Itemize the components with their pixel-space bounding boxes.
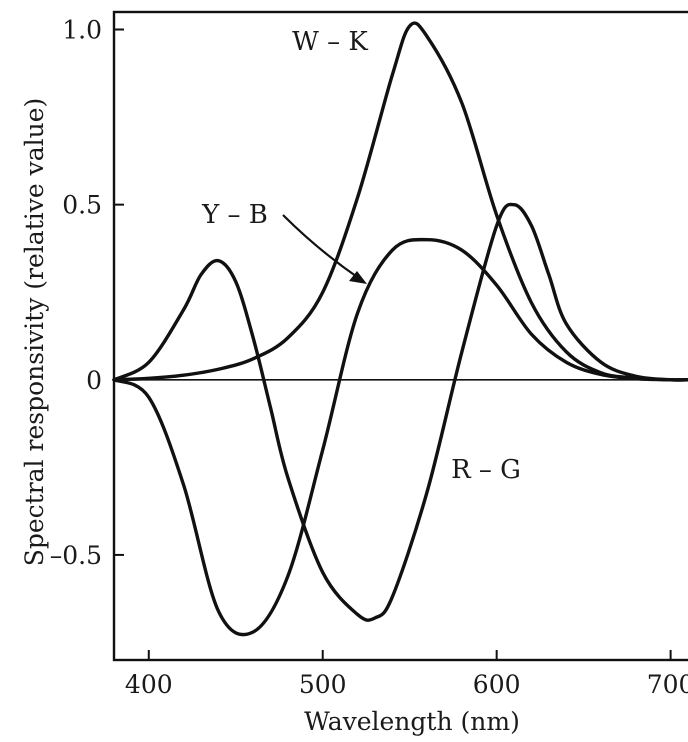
y-tick-label: 0.5	[62, 191, 102, 220]
y-axis-title: Spectral responsivity (relative value)	[20, 98, 49, 567]
label-r-g: R – G	[451, 455, 521, 485]
y-tick-label: 1.0	[62, 16, 102, 45]
axes: 400 500 600 700 1.0 0.5 0 –0.5	[50, 10, 688, 699]
label-w-k: W – K	[292, 27, 368, 57]
curves	[112, 21, 688, 637]
x-axis-title: Wavelength (nm)	[304, 707, 520, 736]
x-tick-label: 500	[299, 670, 347, 699]
y-b-pointer-arrow	[282, 214, 361, 280]
x-tick-label: 400	[125, 670, 173, 699]
x-tick-label: 600	[473, 670, 521, 699]
curve-y-b	[112, 237, 688, 637]
curve-w-k	[112, 21, 688, 382]
x-tick-label: 700	[647, 670, 688, 699]
y-tick-label: –0.5	[50, 541, 102, 570]
y-b-arrowhead	[349, 271, 367, 284]
label-y-b: Y – B	[201, 200, 268, 230]
series-labels: W – K Y – B R – G	[201, 27, 521, 485]
curve-r-g	[112, 202, 688, 622]
plot-frame	[112, 10, 688, 662]
y-tick-label: 0	[86, 366, 102, 395]
